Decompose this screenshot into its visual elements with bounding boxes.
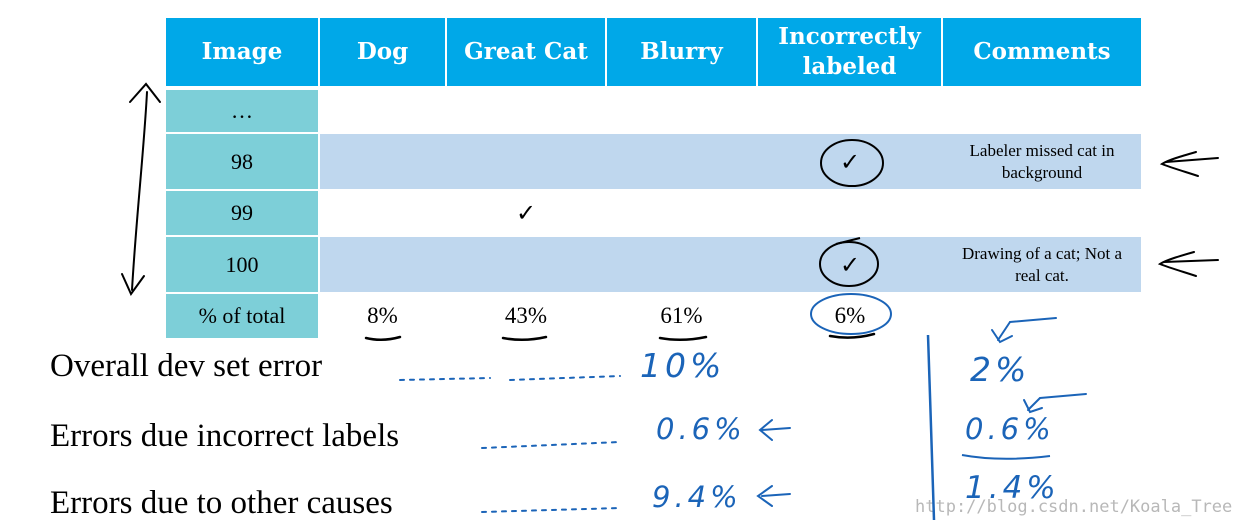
header-dog: Dog: [320, 18, 445, 86]
total-dog: 8%: [367, 303, 398, 328]
blue-left-arrow-icon: [756, 419, 791, 507]
total-great-cat: 43%: [504, 303, 548, 328]
header-great-cat: Great Cat: [447, 18, 605, 86]
incorrect-error-label: Errors due incorrect labels: [50, 418, 400, 454]
table-row-100: [320, 237, 1141, 292]
alt-other-value: 1.4%: [965, 470, 1060, 506]
total-incorrect: 6%: [834, 303, 866, 328]
blue-pointer-icon: [991, 317, 1087, 414]
right-underline: [961, 454, 1051, 460]
total-label: % of total: [166, 294, 318, 338]
other-error-value: 9.4%: [652, 480, 742, 514]
alt-overall-value: 2%: [970, 350, 1031, 389]
header-incorrectly-labeled: Incorrectly labeled: [758, 18, 941, 86]
total-circle-icon: [810, 293, 892, 335]
row-image-cell: 100: [166, 237, 318, 292]
alt-incorrect-value: 0.6%: [965, 412, 1055, 446]
left-arrow-icon: [1159, 151, 1219, 177]
watermark: http://blog.csdn.net/Koala_Tree: [915, 497, 1233, 517]
left-arrow-icon: [1157, 251, 1219, 277]
header-image: Image: [166, 18, 318, 86]
incorrect-check: ✓: [839, 149, 861, 176]
comment-cell: Drawing of a cat; Not a real cat.: [961, 243, 1123, 285]
great-cat-check: ✓: [515, 200, 537, 227]
row-image-cell: 99: [166, 191, 318, 235]
check-tail-icon: [835, 237, 861, 245]
total-blurry: 61%: [660, 303, 703, 328]
comment-cell: Labeler missed cat in background: [969, 140, 1115, 182]
incorrect-error-value: 0.6%: [656, 412, 746, 446]
blue-divider-line: [926, 334, 936, 521]
row-image-cell: 98: [166, 134, 318, 189]
dotted-leaders: [399, 375, 621, 513]
table-row-98: [320, 134, 1141, 189]
row-image-cell: …: [166, 90, 318, 132]
underline-marks: [364, 332, 876, 341]
other-error-label: Errors due to other causes: [50, 485, 393, 521]
check-circle-icon: [819, 241, 879, 287]
check-circle-icon: [820, 139, 884, 187]
incorrect-check: ✓: [839, 252, 861, 279]
vertical-double-arrow-icon: [121, 82, 161, 296]
overall-error-value: 10%: [640, 346, 726, 385]
header-comments: Comments: [943, 18, 1141, 86]
overall-error-label: Overall dev set error: [50, 348, 323, 384]
header-blurry: Blurry: [607, 18, 756, 86]
